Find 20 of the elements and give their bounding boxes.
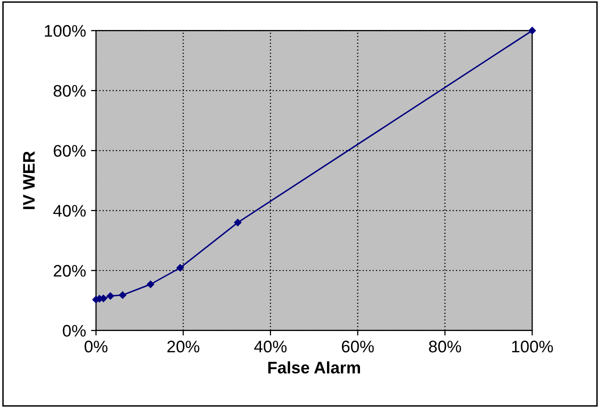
point [528,26,536,34]
y-tick-label: 80% [54,84,86,97]
x-tick-label: 60% [342,340,374,352]
y-tick-label: 40% [53,204,86,217]
y-tick-label: 20% [54,264,86,277]
x-tick-label: 100% [512,340,553,352]
x-axis-title: False Alarm [268,361,360,374]
point [118,291,126,299]
x-tick-label: 40% [254,340,287,352]
y-tick-label: 0% [62,324,86,337]
point [234,218,242,226]
x-tick-label: 80% [429,340,462,352]
y-tick-label: 60% [54,144,86,157]
point [106,292,114,300]
y-axis-title: IV WER [23,151,35,210]
point [146,280,154,288]
y-tick-label: 100% [44,25,86,37]
x-tick-label: 20% [167,340,200,352]
x-tick-label: 0% [84,340,108,352]
point [176,264,184,272]
